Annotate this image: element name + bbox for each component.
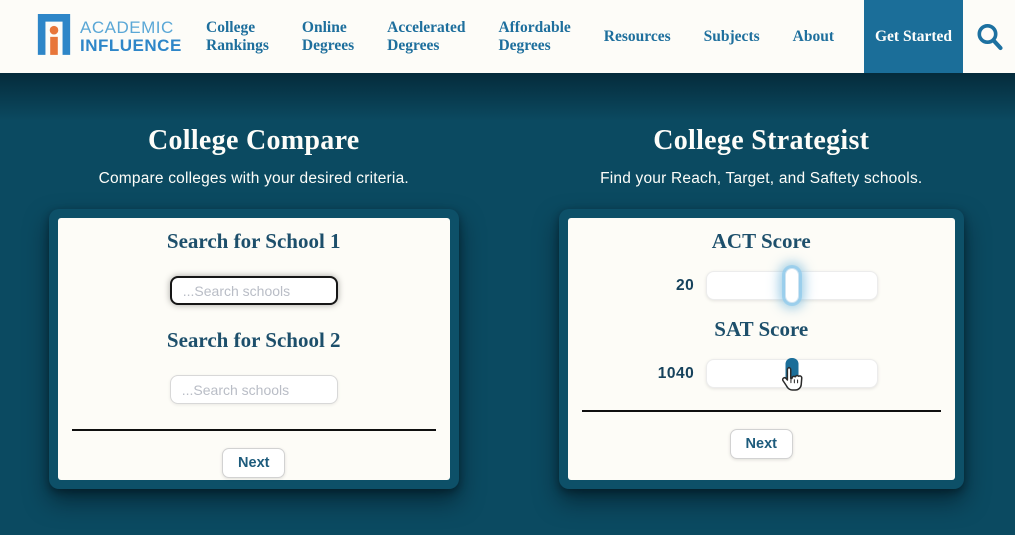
nav-item-college-rankings[interactable]: College Rankings [206,18,269,54]
act-score-slider[interactable] [706,268,879,303]
site-header: ACADEMIC INFLUENCE College Rankings Onli… [0,0,1015,73]
logo-text-influence: INFLUENCE [80,35,182,55]
sat-score-heading: SAT Score [714,317,809,341]
academic-influence-logo[interactable]: ACADEMIC INFLUENCE [35,0,182,73]
doorway-logo-icon [35,11,73,62]
nav-item-online-degrees[interactable]: Online Degrees [301,18,355,54]
college-strategist-title: College Strategist [653,125,870,156]
nav-item-accelerated-degrees[interactable]: Accelerated Degrees [387,18,466,54]
logo-text-academic: ACADEMIC [80,17,174,37]
college-compare-section: College Compare Compare colleges with yo… [0,73,508,535]
main-nav: College Rankings Online Degrees Accelera… [206,0,834,73]
act-score-heading: ACT Score [711,229,811,253]
act-score-value: 20 [676,276,695,294]
act-slider-thumb[interactable] [785,268,800,303]
nav-item-subjects[interactable]: Subjects [703,27,760,45]
sat-slider-thumb[interactable] [785,358,799,390]
sat-score-value: 1040 [657,364,695,382]
nav-item-resources[interactable]: Resources [603,27,671,45]
school2-heading: Search for School 2 [166,328,341,352]
compare-next-button[interactable]: Next [222,448,286,478]
search-icon[interactable] [963,0,1015,73]
school2-search-input[interactable] [169,375,338,404]
college-strategist-card: ACT Score 20 SAT Score 1040 [558,209,964,489]
college-strategist-section: College Strategist Find your Reach, Targ… [508,73,1015,535]
nav-item-affordable-degrees[interactable]: Affordable Degrees [498,18,571,54]
strategist-divider [581,410,941,412]
nav-item-about[interactable]: About [792,27,834,45]
school1-search-input[interactable] [169,276,338,305]
college-compare-card: Search for School 1 Search for School 2 … [48,209,459,489]
school1-heading: Search for School 1 [166,229,341,253]
college-compare-subtitle: Compare colleges with your desired crite… [98,170,409,187]
college-strategist-subtitle: Find your Reach, Target, and Saftety sch… [600,170,923,187]
sat-score-slider[interactable] [706,358,879,390]
strategist-next-button[interactable]: Next [729,429,793,459]
college-compare-title: College Compare [147,125,360,156]
tools-hero-section: College Compare Compare colleges with yo… [0,73,1015,535]
compare-divider [71,429,436,431]
get-started-button[interactable]: Get Started [864,0,963,73]
